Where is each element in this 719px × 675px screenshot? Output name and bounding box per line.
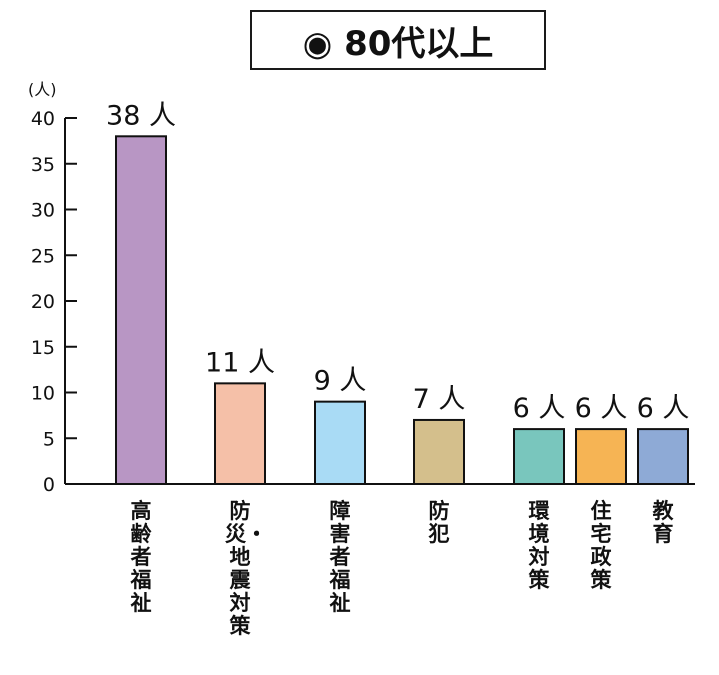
bar [413, 418, 465, 486]
bar [214, 382, 266, 486]
bar-data-label: 6 人 [575, 393, 628, 424]
y-axis-unit: (人) [28, 80, 57, 99]
bar [575, 428, 627, 486]
y-tick-label: 10 [31, 383, 55, 405]
y-tick-label: 35 [31, 154, 55, 176]
x-category-label: 環境対策 [528, 499, 550, 592]
y-tick-label: 5 [43, 428, 55, 450]
y-tick-label: 40 [31, 108, 55, 130]
chart-title: ◉ 80代以上 [250, 10, 546, 70]
bar-data-label: 38 人 [106, 100, 176, 131]
bar-data-label: 9 人 [314, 366, 367, 397]
bar-data-label: 6 人 [513, 393, 566, 424]
y-tick-label: 20 [31, 291, 55, 313]
x-category-label: 防犯 [428, 499, 450, 546]
bar-data-label: 11 人 [205, 347, 275, 378]
y-tick-label: 25 [31, 245, 55, 267]
y-tick-label: 15 [31, 337, 55, 359]
bar [314, 400, 366, 485]
bar-data-label: 6 人 [637, 393, 690, 424]
x-category-label: 高齢者福祉 [130, 499, 152, 615]
x-category-label: 教育 [652, 499, 674, 546]
x-category-label: 障害者福祉 [329, 499, 351, 615]
x-category-label: 住宅政策 [590, 499, 612, 592]
bar [115, 135, 167, 486]
x-category-label: 防災・地震対策 [225, 499, 267, 638]
bar-data-label: 7 人 [413, 384, 466, 415]
y-tick-label: 0 [43, 474, 55, 496]
bar [513, 428, 565, 486]
bar [637, 428, 689, 486]
y-tick-label: 30 [31, 200, 55, 222]
